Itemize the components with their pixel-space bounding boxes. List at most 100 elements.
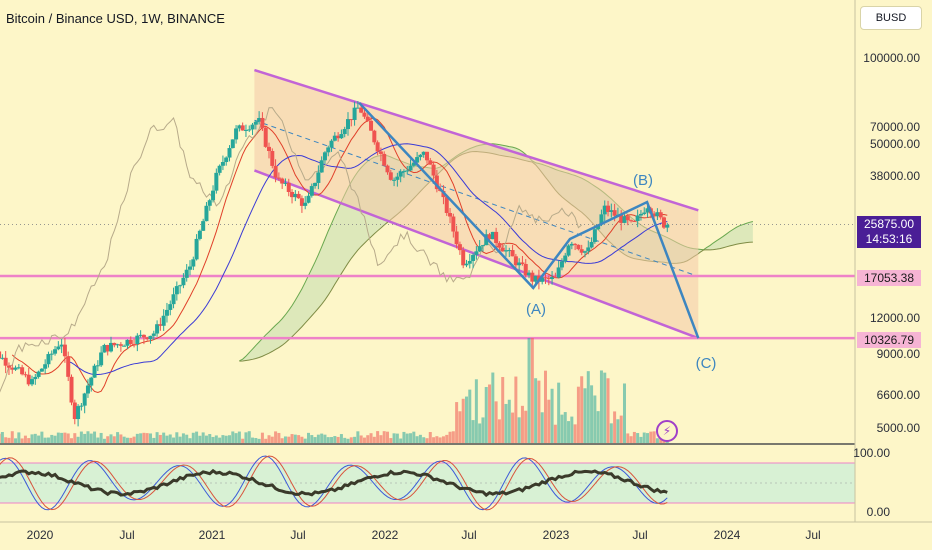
price-tick: 100000.00 bbox=[863, 51, 920, 65]
candle-body bbox=[497, 243, 502, 248]
candle bbox=[0, 354, 5, 360]
candle-body bbox=[652, 213, 657, 217]
candle bbox=[230, 139, 235, 149]
candle bbox=[20, 364, 25, 376]
volume-bar bbox=[646, 433, 650, 443]
candle bbox=[543, 273, 548, 284]
tenkan-line bbox=[11, 117, 668, 394]
candle-body bbox=[220, 162, 225, 166]
candle bbox=[10, 364, 15, 374]
volume-bar bbox=[83, 433, 87, 443]
volume-bar bbox=[599, 370, 603, 443]
candle bbox=[36, 370, 41, 379]
candle bbox=[145, 336, 150, 341]
candle bbox=[181, 273, 186, 289]
candle-body bbox=[372, 130, 377, 143]
candle-body bbox=[296, 193, 301, 199]
candle bbox=[72, 399, 77, 425]
candle bbox=[365, 112, 370, 122]
candle-body bbox=[280, 178, 285, 184]
candle-body bbox=[257, 117, 262, 122]
candle bbox=[553, 272, 558, 279]
candle bbox=[665, 222, 670, 233]
candle-body bbox=[79, 405, 84, 407]
candle bbox=[451, 213, 456, 238]
volume-bar bbox=[603, 372, 607, 443]
candle-body bbox=[375, 142, 380, 152]
candle-body bbox=[424, 151, 429, 161]
candle-body bbox=[95, 365, 100, 367]
candle-body bbox=[503, 250, 508, 252]
channel-mid-line bbox=[254, 119, 699, 277]
candle-body bbox=[270, 150, 275, 166]
candle bbox=[467, 253, 472, 269]
volume-bar bbox=[527, 338, 531, 443]
candle bbox=[257, 111, 262, 125]
candle-body bbox=[13, 367, 18, 370]
candle bbox=[454, 225, 459, 249]
candle bbox=[290, 189, 295, 204]
candle-body bbox=[398, 171, 403, 177]
candle bbox=[99, 346, 104, 368]
candle-body bbox=[211, 190, 216, 201]
candle bbox=[345, 112, 350, 136]
kijun-line bbox=[68, 143, 668, 376]
candle bbox=[629, 219, 634, 223]
candle bbox=[270, 148, 275, 169]
volume-bar bbox=[642, 432, 646, 443]
candle-body bbox=[316, 172, 321, 183]
volume-bar bbox=[241, 438, 245, 443]
volume-bar bbox=[267, 435, 271, 443]
candle-body bbox=[53, 349, 58, 354]
volume-bar bbox=[471, 420, 475, 443]
volume-bar bbox=[79, 431, 83, 443]
volume-bar bbox=[596, 411, 600, 443]
candle bbox=[234, 125, 239, 144]
candle-body bbox=[500, 247, 505, 252]
volume-bar bbox=[181, 433, 185, 443]
candle bbox=[240, 122, 245, 131]
candle bbox=[378, 147, 383, 162]
volume-bar bbox=[119, 434, 123, 443]
volume-bar bbox=[195, 431, 199, 443]
candle bbox=[550, 270, 555, 285]
volume-bar bbox=[0, 433, 1, 443]
candle-body bbox=[240, 125, 245, 131]
volume-bar bbox=[609, 423, 613, 443]
volume-bar bbox=[616, 419, 620, 443]
candle bbox=[523, 259, 528, 278]
candle bbox=[148, 335, 153, 344]
candle bbox=[559, 258, 564, 271]
volume-bar bbox=[102, 438, 106, 443]
currency-button[interactable]: BUSD bbox=[860, 6, 922, 30]
candle bbox=[342, 126, 347, 138]
time-tick: Jul bbox=[119, 528, 135, 542]
candle-body bbox=[178, 285, 183, 287]
lightning-alert-icon[interactable]: ⚡ bbox=[656, 420, 678, 442]
candle-body bbox=[138, 334, 143, 336]
candle bbox=[151, 330, 156, 340]
candle bbox=[128, 336, 133, 348]
candle-body bbox=[69, 376, 74, 403]
candle bbox=[168, 300, 173, 316]
volume-bar bbox=[432, 437, 436, 443]
candle bbox=[280, 177, 285, 189]
volume-bar bbox=[23, 435, 27, 443]
candle-body bbox=[191, 259, 196, 267]
volume-bar bbox=[537, 380, 541, 443]
volume-bar bbox=[99, 432, 103, 443]
volume-bar bbox=[280, 438, 284, 443]
candle bbox=[56, 341, 61, 351]
candle-body bbox=[457, 244, 462, 251]
candle bbox=[471, 253, 476, 269]
candle-body bbox=[0, 357, 5, 359]
candle bbox=[79, 403, 84, 411]
candle-body bbox=[487, 234, 492, 240]
candle-body bbox=[286, 182, 291, 192]
candle-body bbox=[467, 260, 472, 264]
volume-bar bbox=[30, 434, 34, 443]
candle bbox=[122, 344, 127, 347]
wave-b-label: (B) bbox=[633, 172, 653, 189]
candle-body bbox=[454, 231, 459, 245]
